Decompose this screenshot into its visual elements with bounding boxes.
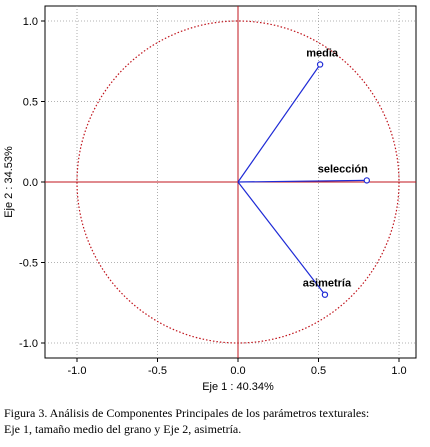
x-tick-label: 0.0 bbox=[230, 365, 245, 377]
vector-0 bbox=[237, 64, 321, 183]
x-tick-label: -1.0 bbox=[68, 365, 87, 377]
caption-line-2: Eje 1, tamaño medio del grano y Eje 2, a… bbox=[4, 422, 242, 436]
point-marker-2 bbox=[321, 291, 329, 298]
point-label-0: media bbox=[306, 47, 339, 59]
y-tick-label: -1.0 bbox=[19, 338, 38, 350]
correlation-circle bbox=[76, 20, 400, 344]
x-tick-label: 1.0 bbox=[391, 365, 406, 377]
point-label-2: asimetría bbox=[303, 278, 352, 290]
y-tick-label: 0.5 bbox=[23, 97, 38, 109]
point-marker-0 bbox=[316, 61, 324, 68]
x-tick-label: 0.5 bbox=[311, 365, 326, 377]
vector-1 bbox=[237, 179, 367, 183]
y-tick-label: -0.5 bbox=[19, 258, 38, 270]
y-tick-label: 1.0 bbox=[23, 16, 38, 28]
figure-caption: Figura 3. Análisis de Componentes Princi… bbox=[4, 405, 428, 437]
vector-2 bbox=[237, 181, 326, 296]
pca-loading-plot: media selección asimetría -1.0 -0.5 0.0 0.5 1.… bbox=[3, 5, 417, 393]
x-tick-label: -0.5 bbox=[148, 365, 167, 377]
caption-line-1: Figura 3. Análisis de Componentes Princi… bbox=[4, 406, 370, 420]
y-axis-title: Eje 2 : 34.53% bbox=[3, 146, 15, 218]
y-tick-label: 0.0 bbox=[23, 177, 38, 189]
x-axis-title: Eje 1 : 40.34% bbox=[202, 381, 274, 393]
point-marker-1 bbox=[363, 177, 370, 184]
point-label-1: selección bbox=[318, 163, 368, 175]
